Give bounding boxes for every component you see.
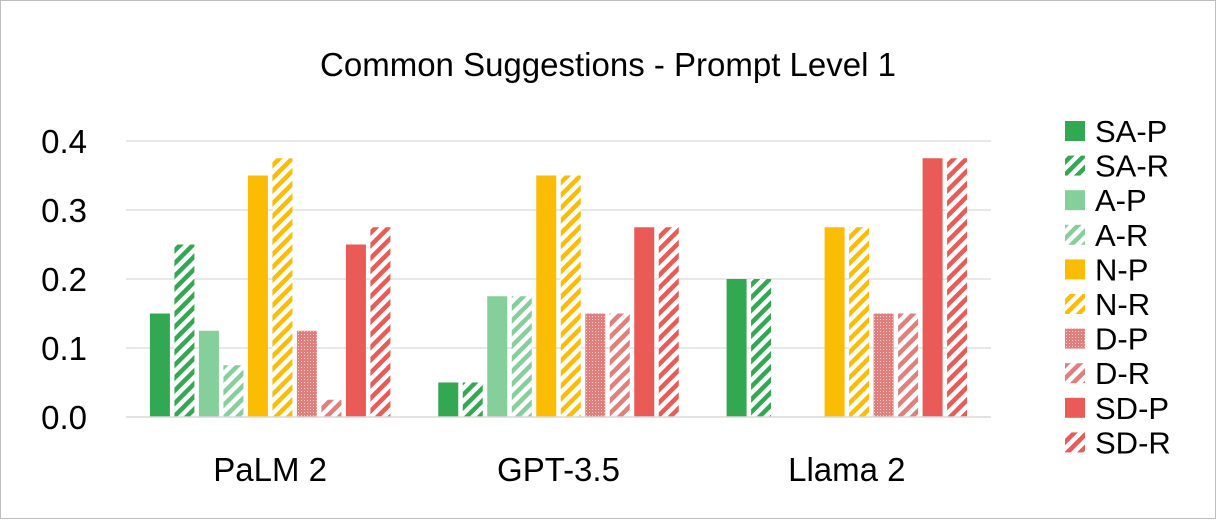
bar-sa-r-palm-2 [174, 244, 195, 417]
legend-label: SD-R [1095, 425, 1171, 460]
bar-n-p-llama-2 [824, 227, 845, 417]
x-tick-label: GPT-3.5 [497, 451, 620, 488]
bar-d-p-palm-2 [296, 330, 317, 417]
bar-n-r-gpt-3-5 [560, 175, 581, 417]
bar-d-r-palm-2 [321, 399, 342, 417]
bar-sa-r-llama-2 [751, 279, 772, 417]
legend-label: A-P [1095, 183, 1147, 218]
legend-label: D-R [1095, 356, 1150, 391]
y-tick-label: 0.3 [41, 192, 87, 229]
y-tick-label: 0.0 [41, 399, 87, 436]
bar-d-r-llama-2 [898, 313, 919, 417]
bar-a-p-gpt-3-5 [487, 296, 508, 417]
bar-d-p-gpt-3-5 [585, 313, 606, 417]
y-tick-label: 0.4 [41, 123, 87, 160]
x-axis-ticks: PaLM 2 GPT-3.5 Llama 2 [213, 451, 905, 488]
legend-label: SA-R [1095, 149, 1169, 184]
gridlines [126, 140, 991, 349]
bar-sd-r-llama-2 [947, 158, 968, 417]
legend-label: N-R [1095, 287, 1150, 322]
legend: SA-PSA-RA-PA-RN-PN-RD-PD-RSD-PSD-R [1065, 114, 1171, 460]
bar-sa-p-llama-2 [726, 279, 747, 417]
chart-title: Common Suggestions - Prompt Level 1 [320, 46, 896, 83]
bar-n-p-palm-2 [247, 175, 268, 417]
legend-label: A-R [1095, 218, 1148, 253]
x-tick-label: Llama 2 [788, 451, 905, 488]
legend-swatch [1065, 432, 1085, 453]
legend-label: D-P [1095, 322, 1148, 357]
bar-sd-p-palm-2 [345, 244, 366, 417]
x-tick-label: PaLM 2 [213, 451, 327, 488]
legend-swatch [1065, 121, 1085, 141]
bar-sa-p-palm-2 [149, 313, 170, 417]
y-tick-label: 0.2 [41, 261, 87, 298]
legend-swatch [1065, 259, 1085, 280]
bar-a-r-palm-2 [223, 365, 244, 417]
y-axis-ticks: 0.0 0.1 0.2 0.3 0.4 [41, 123, 87, 436]
legend-swatch [1065, 328, 1085, 349]
legend-swatch [1065, 155, 1085, 176]
legend-swatch [1065, 294, 1085, 314]
bar-n-p-gpt-3-5 [536, 175, 557, 417]
bars [149, 158, 968, 417]
bar-sa-p-gpt-3-5 [438, 382, 459, 417]
bar-a-p-palm-2 [198, 330, 219, 417]
legend-swatch [1065, 190, 1085, 211]
bar-a-r-gpt-3-5 [511, 296, 532, 417]
bar-sa-r-gpt-3-5 [462, 382, 483, 417]
bar-n-r-palm-2 [272, 158, 293, 417]
legend-swatch [1065, 224, 1085, 245]
bar-d-p-llama-2 [873, 313, 894, 417]
y-tick-label: 0.1 [41, 330, 87, 367]
bar-sd-r-gpt-3-5 [658, 227, 679, 417]
legend-label: SA-P [1095, 114, 1167, 149]
legend-swatch [1065, 363, 1085, 384]
legend-swatch [1065, 397, 1085, 418]
bar-sd-r-palm-2 [370, 227, 391, 417]
bar-d-r-gpt-3-5 [609, 313, 630, 417]
bar-sd-p-gpt-3-5 [634, 227, 655, 417]
legend-label: N-P [1095, 252, 1148, 287]
legend-label: SD-P [1095, 391, 1169, 426]
bar-n-r-llama-2 [849, 227, 870, 417]
bar-sd-p-llama-2 [922, 158, 943, 417]
